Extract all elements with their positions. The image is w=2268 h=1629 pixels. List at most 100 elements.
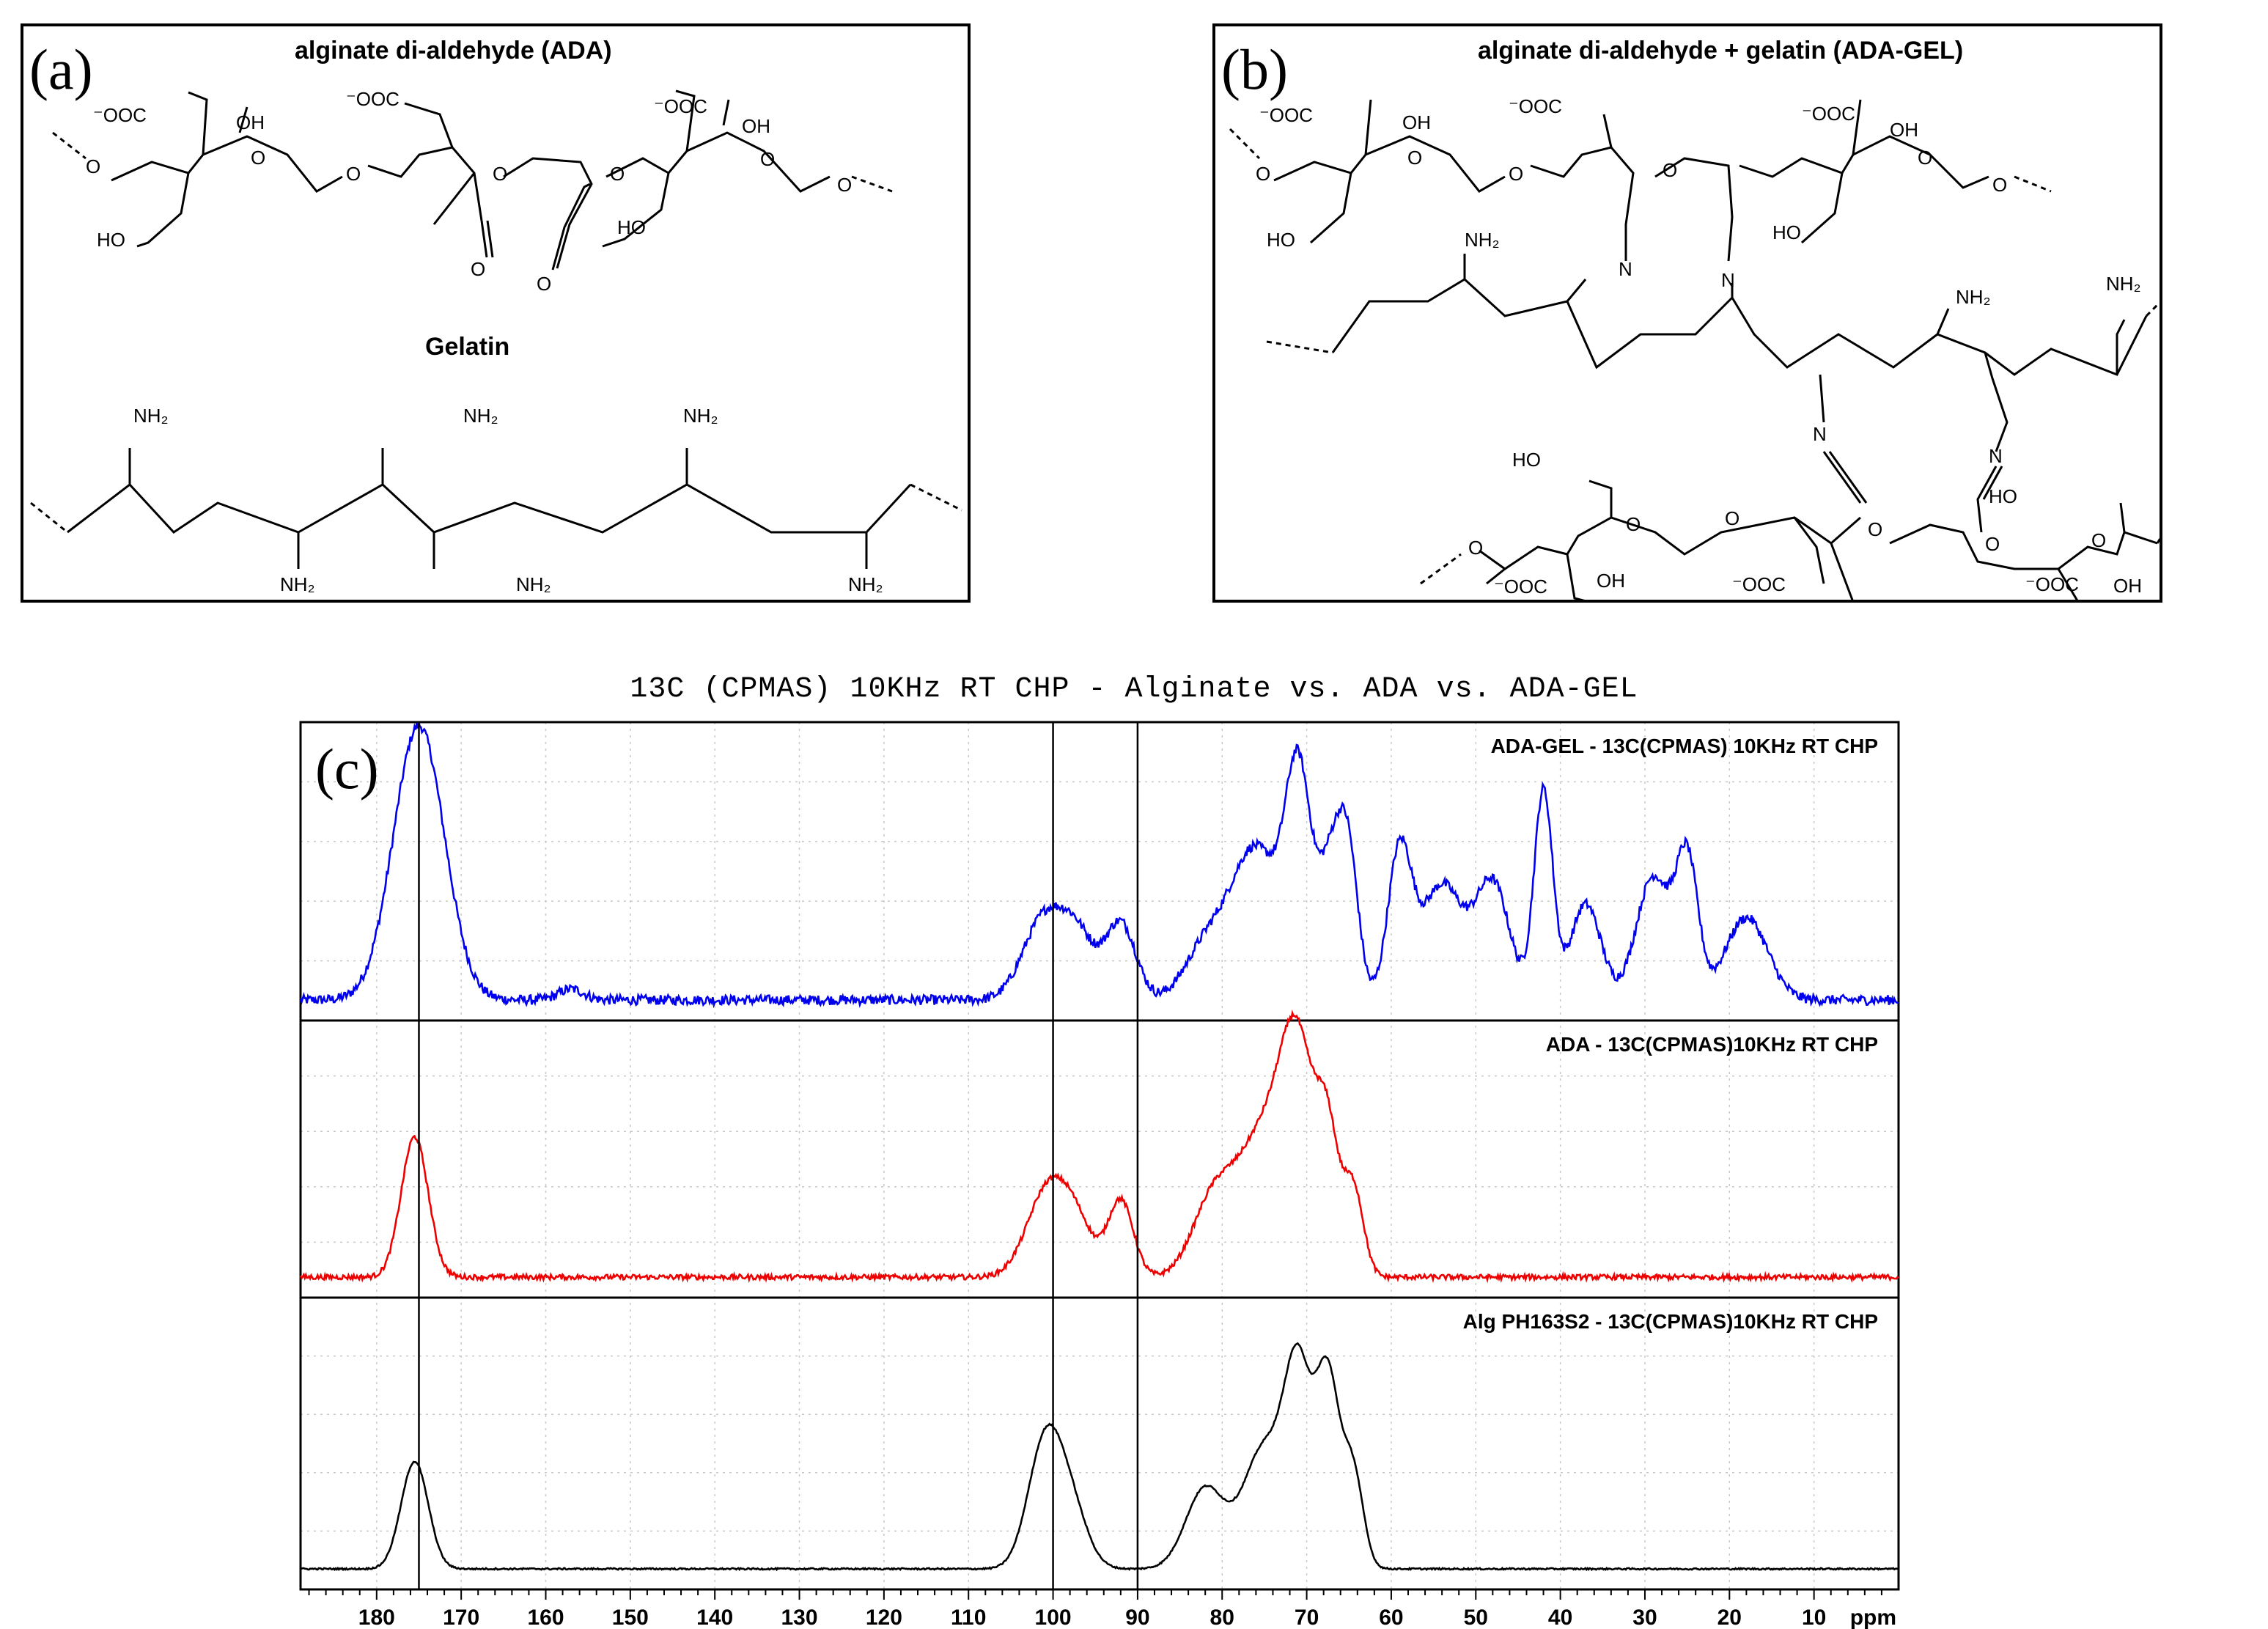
b-label-coo-6: ⁻OOC [2025, 573, 2079, 595]
b-label-n-2: N [1721, 269, 1735, 291]
b-label-ring-o-4: O [2091, 529, 2106, 551]
b-label-ho-1: HO [1267, 229, 1295, 251]
a-label-o-link-3: O [493, 163, 507, 185]
a-label-nh2-5: NH₂ [683, 405, 718, 427]
a-label-ho-2: HO [617, 216, 646, 238]
x-tick-label: 110 [951, 1606, 986, 1629]
a-label-coo-2: ⁻OOC [346, 88, 400, 110]
a-label-o-link-5: O [837, 174, 852, 196]
a-label-ring-o-2: O [760, 148, 775, 170]
a-label-nh2-2: NH₂ [280, 573, 315, 595]
b-label-coo-4: ⁻OOC [1494, 576, 1547, 597]
b-label-ring-o-2: O [1918, 147, 1932, 169]
reference-lines [418, 722, 1139, 1589]
panel-c-letter: (c) [315, 737, 379, 801]
x-tick-label: 80 [1210, 1606, 1234, 1629]
panel-a-letter: (a) [29, 37, 93, 101]
b-label-n-3: N [1813, 423, 1827, 445]
a-label-nh2-4: NH₂ [516, 573, 551, 595]
x-tick-label: 120 [866, 1606, 902, 1629]
x-axis-label: ppm [1850, 1606, 1896, 1629]
b-label-o-link-3: O [1663, 159, 1677, 181]
b-label-o-link-1: O [1256, 163, 1270, 185]
b-label-o-link-6: O [1725, 507, 1739, 529]
b-label-o-link-2: O [1509, 163, 1523, 185]
x-tick-label: 50 [1464, 1606, 1488, 1629]
a-label-oh-1: OH [236, 111, 265, 133]
a-label-o-link-4: O [610, 163, 625, 185]
a-label-nh2-1: NH₂ [133, 405, 169, 427]
a-label-nh2-3: NH₂ [463, 405, 498, 427]
chart-frame [299, 721, 1900, 1591]
x-tick-label: 20 [1717, 1606, 1742, 1629]
panel-b-letter: (b) [1221, 37, 1288, 101]
b-label-n-1: N [1619, 258, 1632, 280]
series-label-2: ADA - 13C(CPMAS)10KHz RT CHP [1546, 1033, 1878, 1056]
x-tick-label: 90 [1125, 1606, 1149, 1629]
a-label-ald-o-2: O [537, 273, 551, 295]
a-label-coo-1: ⁻OOC [93, 104, 147, 126]
x-tick-label: 10 [1802, 1606, 1826, 1629]
b-label-ring-o-3: O [1626, 513, 1641, 535]
series-line-1 [299, 722, 1899, 1009]
panel-a: (a) alginate di-aldehyde (ADA) Gelatin [21, 23, 971, 603]
panel-a-title: alginate di-aldehyde (ADA) [295, 37, 612, 65]
x-tick-label: 40 [1548, 1606, 1572, 1629]
x-axis: 180 170 160 150 140 130 120 110 100 90 80 70 60 50 40 3… [308, 1589, 1896, 1629]
b-label-nh2-2: NH₂ [1956, 286, 1991, 308]
series-label-1: ADA-GEL - 13C(CPMAS) 10KHz RT CHP [1491, 735, 1878, 757]
b-label-ho-2: HO [1772, 221, 1801, 243]
b-label-coo-1: ⁻OOC [1259, 104, 1313, 126]
chart-labels: ADA-GEL - 13C(CPMAS) 10KHz RT CHP ADA - 1… [1463, 735, 1878, 1333]
x-tick-label: 180 [358, 1606, 395, 1629]
panel-a-subtitle: Gelatin [425, 333, 510, 361]
b-label-o-link-4: O [1992, 174, 2007, 196]
a-label-ho-1: HO [97, 229, 125, 251]
a-label-o-link-2: O [346, 163, 361, 185]
b-label-o-link-8: O [1985, 533, 2000, 555]
series-line-2 [299, 1010, 1899, 1284]
b-label-o-link-7: O [1868, 518, 1882, 540]
b-label-coo-5: ⁻OOC [1732, 573, 1786, 595]
chart-series [299, 722, 1899, 1572]
x-tick-label: 100 [1035, 1606, 1072, 1629]
a-label-nh2-6: NH₂ [848, 573, 883, 595]
series-line-3 [300, 1342, 1899, 1572]
b-label-coo-2: ⁻OOC [1509, 95, 1562, 117]
panel-a-structures: ⁻OOC OH O O HO O ⁻OOC O O O O ⁻OOC OH O … [30, 88, 962, 595]
a-label-oh-2: OH [742, 115, 770, 137]
x-tick-label: 170 [443, 1606, 479, 1629]
x-tick-label: 140 [696, 1606, 733, 1629]
b-label-ho-3: HO [1512, 449, 1541, 471]
chart-grid [301, 722, 1899, 1589]
b-label-n-4: N [1989, 445, 2003, 467]
a-label-ring-o-1: O [251, 147, 265, 169]
x-tick-label: 160 [527, 1606, 564, 1629]
x-tick-label: 30 [1632, 1606, 1657, 1629]
a-label-ald-o-1: O [471, 258, 485, 280]
b-label-oh-1: OH [1402, 111, 1431, 133]
b-label-oh-4: OH [2113, 575, 2142, 597]
a-label-o-link-1: O [86, 155, 100, 177]
b-label-ho-4: HO [1989, 485, 2017, 507]
b-label-oh-3: OH [1597, 570, 1625, 592]
panel-b-structures: ⁻OOC OH O O HO O ⁻OOC O ⁻OOC OH O O HO N… [1229, 95, 2160, 600]
x-tick-label: 130 [781, 1606, 817, 1629]
b-label-nh2-3: NH₂ [2106, 273, 2141, 295]
x-tick-label: 150 [612, 1606, 649, 1629]
b-label-oh-2: OH [1890, 119, 1918, 141]
b-label-ring-o-1: O [1407, 147, 1422, 169]
b-label-coo-3: ⁻OOC [1802, 103, 1855, 125]
b-label-nh2-1: NH₂ [1465, 229, 1500, 251]
spectrum-title: 13C (CPMAS) 10KHz RT CHP - Alginate vs. … [630, 673, 1638, 706]
a-label-coo-3: ⁻OOC [654, 95, 707, 117]
x-tick-label: 70 [1295, 1606, 1319, 1629]
x-tick-label: 60 [1379, 1606, 1403, 1629]
series-label-3: Alg PH163S2 - 13C(CPMAS)10KHz RT CHP [1463, 1310, 1878, 1333]
plot-frame [299, 721, 1900, 1591]
panel-b: (b) alginate di-aldehyde + gelatin (ADA-… [1212, 23, 2162, 603]
panel-b-title: alginate di-aldehyde + gelatin (ADA-GEL) [1478, 37, 1964, 65]
b-label-o-link-5: O [1468, 537, 1483, 559]
